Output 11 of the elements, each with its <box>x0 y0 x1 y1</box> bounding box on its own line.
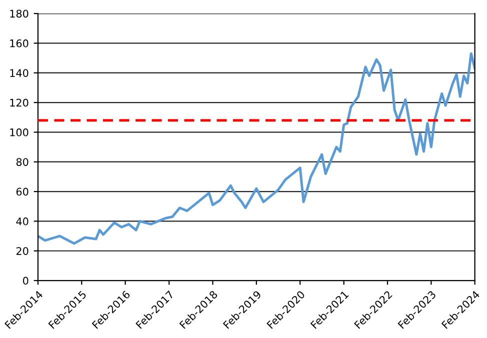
y-tick-label: 160 <box>10 39 28 48</box>
y-tick-label: 100 <box>10 128 28 136</box>
y-tick-label: 180 <box>10 10 28 18</box>
y-tick-label: 60 <box>16 188 28 196</box>
y-tick-label: 80 <box>16 158 28 166</box>
y-tick-label: 40 <box>16 217 28 226</box>
y-tick-label: 0 <box>23 276 28 285</box>
line-series <box>38 52 475 245</box>
y-tick-label: 120 <box>10 98 28 107</box>
y-tick-label: 140 <box>10 69 28 77</box>
y-tick-label: 20 <box>16 247 28 255</box>
